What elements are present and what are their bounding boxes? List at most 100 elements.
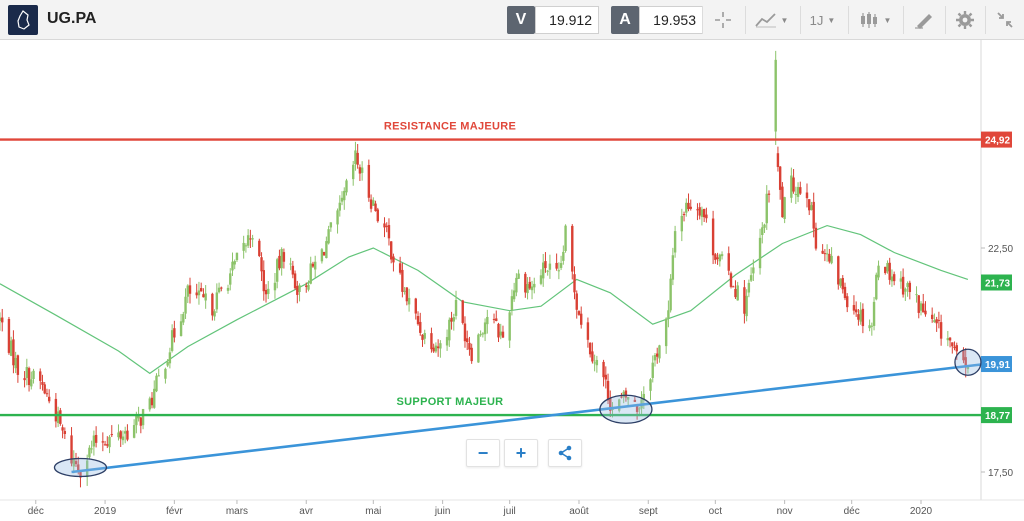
candle-body (868, 325, 871, 329)
candle-body (150, 397, 154, 406)
candle-body (752, 267, 755, 274)
candle-body (470, 347, 473, 362)
candle-body (199, 288, 203, 292)
moving-average-line (0, 224, 969, 375)
candle-body (47, 396, 51, 402)
candle-body (468, 342, 471, 350)
candle-body (23, 378, 26, 381)
candle-body (888, 262, 891, 280)
candlestick-icon (860, 12, 877, 28)
x-tick-label: juin (434, 506, 451, 517)
candle-body (466, 338, 469, 343)
candle-body (273, 282, 277, 291)
candle-body (859, 310, 862, 322)
candle-body (758, 237, 762, 269)
candle-body (483, 322, 487, 335)
candle-body (16, 355, 20, 375)
candle-body (70, 435, 73, 464)
candle-body (805, 192, 809, 199)
candle-body (935, 319, 938, 324)
support-value-box (981, 407, 1012, 424)
candle-body (794, 194, 798, 196)
candle-body (267, 288, 270, 294)
candle-body (917, 295, 920, 313)
share-button[interactable] (548, 439, 582, 467)
touch-point-ellipse (53, 457, 108, 478)
candle-body (705, 214, 708, 219)
candle-body (184, 296, 187, 314)
candle-body (110, 434, 113, 436)
candle-body (186, 285, 189, 297)
candle-body (7, 319, 11, 353)
crosshair-button[interactable] (702, 6, 742, 34)
sell-price[interactable]: V 19.912 (507, 6, 599, 34)
minus-icon: − (477, 442, 489, 463)
candle-body (202, 294, 205, 298)
timeframe-button[interactable]: 1J ▼ (800, 6, 844, 34)
candle-body (403, 290, 406, 292)
candle-body (367, 164, 371, 198)
candle-body (747, 282, 751, 293)
candle-body (195, 292, 198, 296)
y-tick-label: 22,50 (988, 244, 1013, 255)
candle-body (843, 286, 847, 299)
candle-body (671, 255, 675, 280)
candle-body (720, 254, 724, 257)
candle-body (716, 257, 719, 260)
indicators-button[interactable]: ▼ (848, 6, 900, 34)
price-chart[interactable]: 17,50 22,50 déc 2019 févr mars avr mai juin juil a… (0, 40, 1024, 521)
candle-body (626, 397, 630, 400)
candle-body (729, 273, 733, 287)
candle-body (264, 289, 268, 295)
x-tick-label: févr (166, 506, 183, 517)
candle-body (857, 314, 860, 320)
resistance-value-box (981, 131, 1012, 148)
buy-label[interactable]: A (611, 6, 639, 34)
candle-body (901, 276, 905, 295)
candle-body (783, 197, 786, 219)
candle-body (602, 361, 605, 378)
chevron-down-icon: ▼ (883, 15, 892, 25)
candle-body (39, 371, 42, 381)
candle-body (908, 282, 912, 293)
buy-price[interactable]: A 19.953 (611, 6, 703, 34)
candle-body (168, 352, 172, 364)
candle-body (774, 59, 777, 132)
candle-body (103, 444, 107, 446)
candle-body (830, 255, 833, 264)
candle-body (90, 448, 93, 450)
draw-tool-button[interactable] (903, 6, 943, 34)
resistance-label: RESISTANCE MAJEURE (384, 121, 516, 133)
gear-icon (955, 11, 974, 29)
candle-body (611, 408, 614, 410)
candle-body (166, 362, 169, 366)
candle-body (293, 273, 297, 289)
collapse-button[interactable] (985, 6, 1023, 34)
sell-label[interactable]: V (507, 6, 535, 34)
candle-body (745, 295, 748, 317)
candle-body (12, 339, 15, 366)
candle-body (588, 342, 592, 355)
candle-body (56, 411, 60, 424)
candle-body (298, 285, 301, 292)
candle-body (164, 368, 167, 379)
candle-body (930, 314, 934, 320)
zoom-in-button[interactable]: + (504, 439, 538, 467)
candle-body (54, 398, 58, 422)
candle-body (593, 362, 596, 364)
zoom-out-button[interactable]: − (466, 439, 500, 467)
candle-body (282, 252, 286, 262)
chart-type-button[interactable]: ▼ (745, 6, 797, 34)
x-tick-label: mai (365, 506, 381, 517)
candle-body (792, 177, 795, 192)
candle-body (682, 214, 686, 216)
candle-body (88, 447, 91, 458)
candle-body (837, 256, 840, 285)
chevron-down-icon: ▼ (827, 15, 836, 25)
x-tick-label: juil (503, 506, 516, 517)
chart-canvas[interactable]: 17,50 22,50 déc 2019 févr mars avr mai juin juil a… (0, 40, 1024, 521)
settings-button[interactable] (945, 6, 983, 34)
candle-body (155, 375, 158, 392)
candle-body (434, 345, 438, 352)
timeframe-label: 1J (809, 12, 824, 28)
